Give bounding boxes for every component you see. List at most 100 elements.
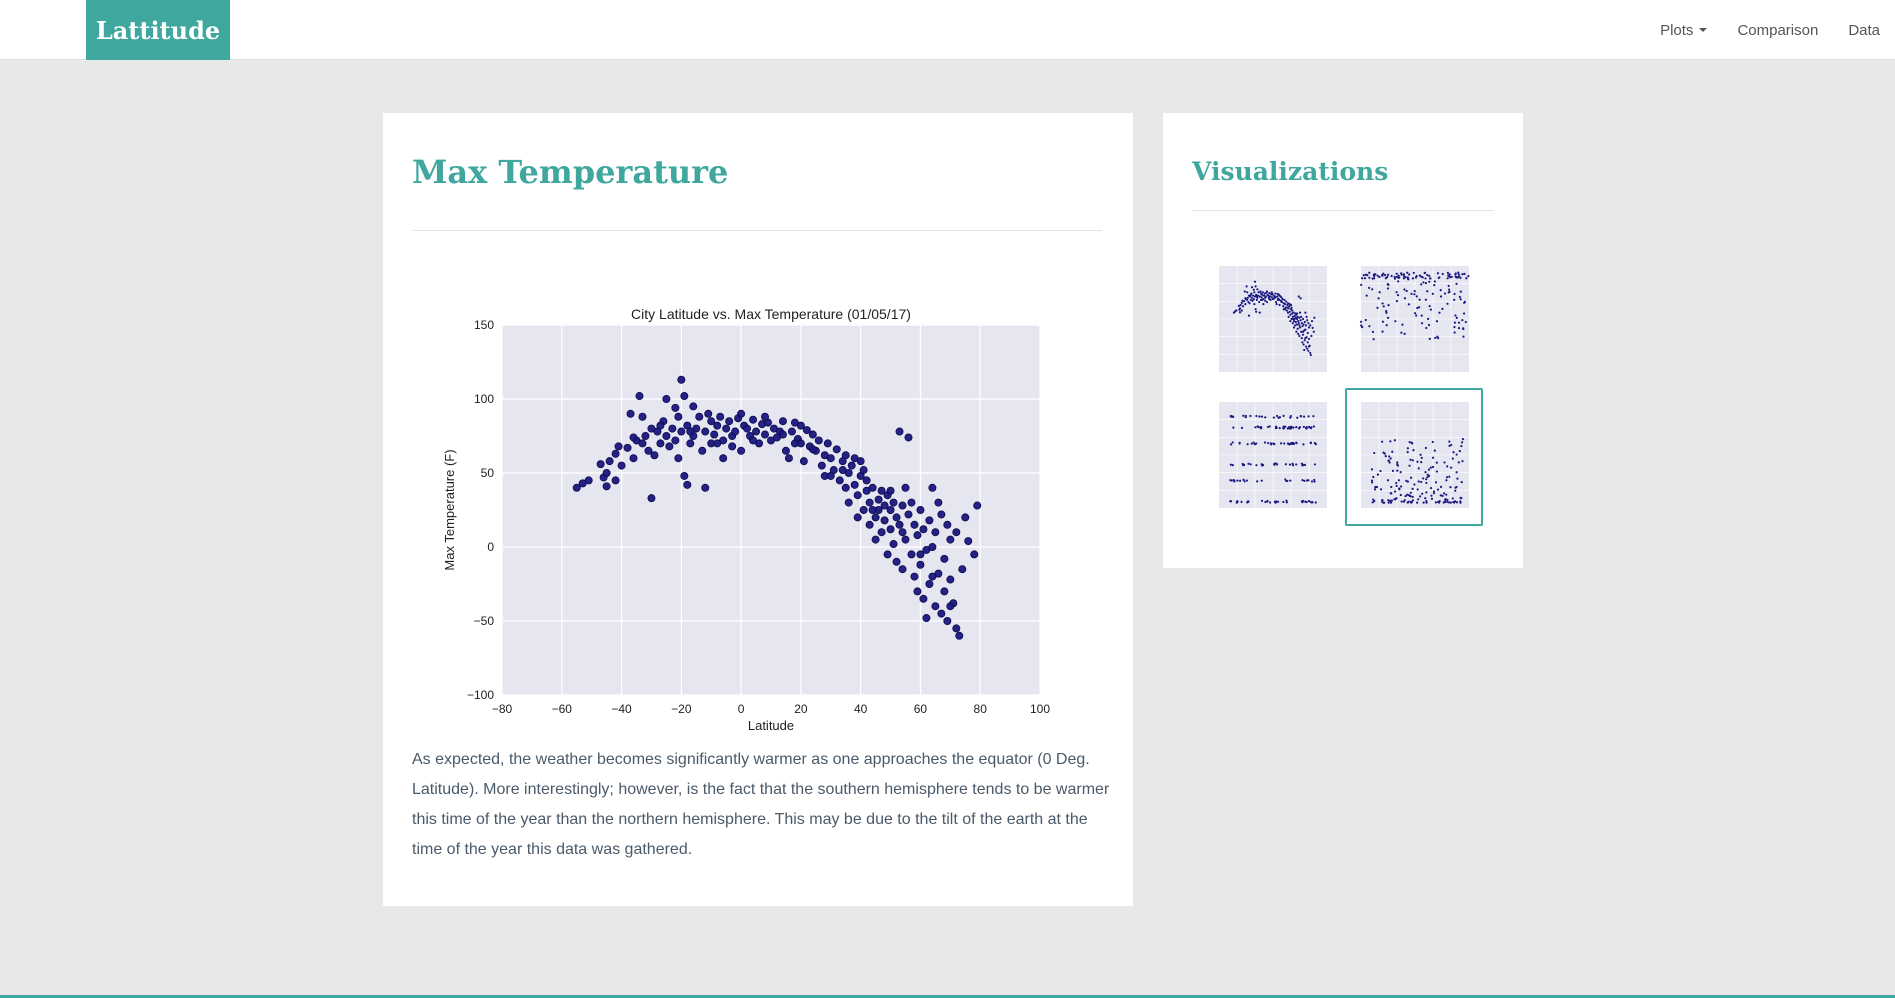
thumbnail-point bbox=[1364, 273, 1367, 276]
thumbnail-point bbox=[1243, 480, 1246, 483]
thumbnail-humidity[interactable] bbox=[1345, 252, 1483, 390]
thumbnail-point bbox=[1431, 465, 1435, 469]
thumbnail-point bbox=[1407, 278, 1410, 281]
thumbnail-point bbox=[1254, 285, 1257, 288]
data-point bbox=[910, 572, 919, 581]
thumbnail-point bbox=[1255, 414, 1258, 418]
thumbnail-point bbox=[1274, 425, 1278, 428]
thumbnail-point bbox=[1378, 291, 1381, 294]
thumbnail-point bbox=[1387, 501, 1390, 504]
thumbnail-point bbox=[1396, 461, 1399, 464]
thumbnail-point bbox=[1294, 320, 1297, 324]
thumbnail-point bbox=[1288, 463, 1292, 466]
thumbnail-point bbox=[1229, 443, 1233, 446]
thumbnail-point bbox=[1387, 499, 1390, 502]
thumbnail-point bbox=[1359, 320, 1363, 323]
data-point bbox=[799, 457, 808, 466]
thumbnail-point bbox=[1276, 295, 1279, 298]
thumbnail-point bbox=[1264, 299, 1267, 302]
thumbnail-point bbox=[1422, 477, 1425, 480]
data-point bbox=[826, 471, 835, 480]
thumbnail-point bbox=[1397, 280, 1400, 283]
thumbnail-point bbox=[1278, 426, 1281, 430]
thumbnail-point bbox=[1411, 442, 1414, 445]
thumbnail-point bbox=[1434, 336, 1437, 339]
data-point bbox=[728, 442, 737, 451]
data-point bbox=[952, 624, 961, 633]
thumbnail-wind-speed[interactable] bbox=[1345, 388, 1483, 526]
thumbnail-point bbox=[1459, 501, 1462, 504]
data-point bbox=[928, 542, 937, 551]
thumbnail-point bbox=[1372, 338, 1375, 341]
thumbnail-point bbox=[1313, 463, 1317, 466]
thumbnail-point bbox=[1299, 414, 1302, 418]
thumbnail-point bbox=[1430, 494, 1433, 497]
data-point bbox=[946, 602, 955, 611]
nav-plots-dropdown[interactable]: Plots bbox=[1645, 0, 1722, 60]
thumbnail-point bbox=[1291, 464, 1295, 467]
x-tick-label: −80 bbox=[492, 702, 513, 716]
thumbnail-point bbox=[1284, 425, 1287, 428]
thumbnail-point bbox=[1446, 271, 1450, 274]
data-point bbox=[937, 609, 946, 618]
data-point bbox=[844, 498, 853, 507]
thumbnail-point bbox=[1373, 451, 1376, 455]
thumbnail-max-temperature[interactable] bbox=[1203, 252, 1341, 390]
data-point bbox=[689, 402, 698, 411]
data-point bbox=[943, 616, 952, 625]
data-point bbox=[778, 430, 787, 439]
data-point bbox=[898, 528, 907, 537]
thumbnail-point bbox=[1238, 307, 1242, 310]
thumbnail-cloudiness[interactable] bbox=[1203, 388, 1341, 526]
thumbnail-point bbox=[1313, 441, 1317, 445]
thumbnail-point bbox=[1258, 300, 1261, 304]
thumbnail-point bbox=[1406, 501, 1409, 504]
thumbnail-point bbox=[1439, 485, 1443, 489]
brand-logo[interactable]: Lattitude bbox=[86, 0, 230, 60]
thumbnail-point bbox=[1388, 461, 1391, 464]
thumbnail-point bbox=[1384, 277, 1387, 280]
data-point bbox=[629, 454, 638, 463]
data-point bbox=[725, 417, 734, 426]
scatter-chart: −80 −60 −40 −20 0 20 40 60 80 100 −100 −50 0 50 100 15… bbox=[442, 306, 1050, 733]
nav-comparison-link[interactable]: Comparison bbox=[1737, 21, 1819, 39]
thumbnail-point bbox=[1443, 461, 1446, 464]
thumbnail-point bbox=[1300, 500, 1303, 503]
thumbnail-point bbox=[1302, 415, 1306, 418]
thumbnail-point bbox=[1448, 273, 1451, 276]
thumbnail-point bbox=[1409, 500, 1412, 503]
thumbnail-point bbox=[1449, 501, 1452, 504]
thumbnail-point bbox=[1249, 463, 1252, 466]
thumbnail-point bbox=[1298, 326, 1302, 329]
thumbnail-point bbox=[1424, 298, 1427, 301]
thumbnail-point bbox=[1386, 273, 1390, 276]
thumbnail-point bbox=[1260, 415, 1264, 418]
thumbnail-point bbox=[1412, 271, 1415, 275]
thumbnail-point bbox=[1301, 464, 1304, 467]
data-point bbox=[874, 495, 883, 504]
data-point bbox=[901, 535, 910, 544]
thumbnail-point bbox=[1282, 414, 1285, 417]
x-axis-label: Latitude bbox=[748, 718, 794, 733]
data-point bbox=[892, 557, 901, 566]
thumbnail-point bbox=[1383, 501, 1386, 504]
thumbnail-point bbox=[1448, 440, 1451, 443]
thumbnail-point bbox=[1413, 290, 1416, 293]
thumbnail-point bbox=[1461, 273, 1464, 276]
data-point bbox=[919, 594, 928, 603]
thumbnail-point bbox=[1307, 322, 1310, 325]
thumbnail-chart-image bbox=[1359, 266, 1470, 372]
data-point bbox=[650, 451, 659, 460]
thumbnail-point bbox=[1252, 288, 1255, 291]
data-point bbox=[761, 430, 770, 439]
thumbnail-point bbox=[1256, 288, 1259, 291]
thumbnail-point bbox=[1253, 303, 1256, 306]
thumbnail-point bbox=[1265, 290, 1269, 293]
thumbnail-point bbox=[1419, 453, 1422, 456]
thumbnail-point bbox=[1456, 276, 1460, 279]
thumbnail-point bbox=[1410, 292, 1413, 295]
nav-data-link[interactable]: Data bbox=[1848, 21, 1880, 39]
thumbnail-point bbox=[1253, 291, 1256, 294]
thumbnail-point bbox=[1453, 298, 1456, 301]
thumbnail-point bbox=[1266, 425, 1270, 429]
